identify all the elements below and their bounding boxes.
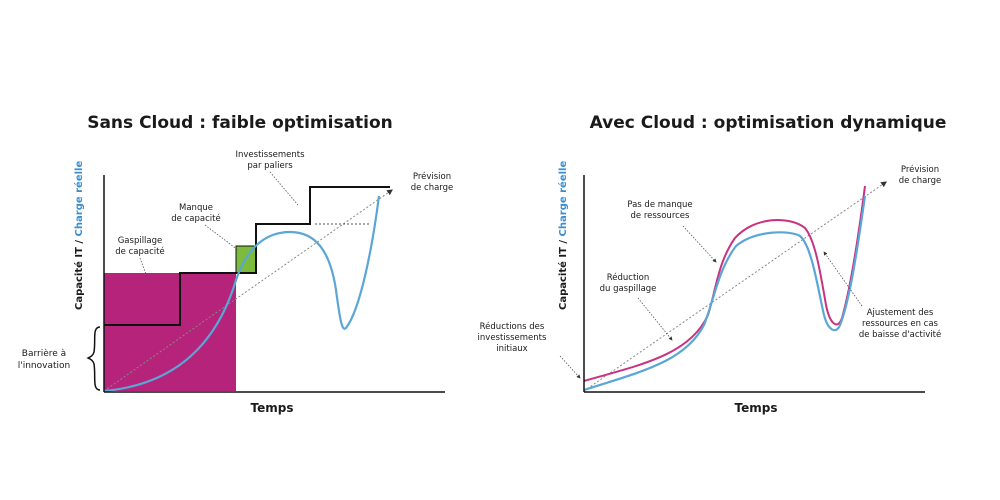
investissements-pointer [269,171,299,206]
left-y-label-part1: Capacité IT / [73,236,85,310]
right-prevision-line2: de charge [899,176,942,186]
barriere-brace [86,326,101,391]
right-forecast-line [583,181,887,392]
right-y-label-part2: Charge réelle [557,161,569,237]
reduction-line1: Réduction [607,272,650,283]
investissements-line1: Investissements [235,150,305,160]
left-x-label: Temps [251,401,294,415]
reductions-inv-line1: Réductions des [480,321,545,332]
left-y-label-part2: Charge réelle [73,161,85,237]
waste-area [104,273,236,391]
left-panel: Sans Cloud : faible optimisation Capacit… [18,113,454,415]
gaspillage-line2: de capacité [115,246,164,257]
barriere-line1: Barrière à [22,348,66,359]
manque-line1: Manque [179,203,213,213]
real-load-curve [103,195,381,393]
investissements-line2: par paliers [247,161,293,171]
pas-manque-line1: Pas de manque [627,200,692,210]
right-y-label-part1: Capacité IT / [557,236,569,310]
capacity-steps [104,186,390,326]
ajustement-line3: de baisse d'activité [859,329,941,340]
pas-manque-pointer [682,225,717,263]
right-title: Avec Cloud : optimisation dynamique [590,113,947,133]
ajustement-pointer [823,251,863,307]
right-prevision-line1: Prévision [901,164,939,175]
left-y-label: Capacité IT / Charge réelle [73,161,85,310]
reductions-inv-line2: investissements [478,333,547,343]
manque-line2: de capacité [171,213,220,224]
barriere-line2: l'innovation [18,361,70,371]
reductions-inv-line3: initiaux [496,344,527,354]
right-y-label: Capacité IT / Charge réelle [557,161,569,310]
ajustement-line1: Ajustement des [867,308,934,318]
reduction-line2: du gaspillage [600,284,657,294]
left-prevision-line2: de charge [411,183,454,193]
left-prevision-line1: Prévision [413,171,451,182]
right-panel: Avec Cloud : optimisation dynamique Capa… [478,113,947,415]
manque-pointer [204,224,239,251]
left-title: Sans Cloud : faible optimisation [87,113,393,133]
ajustement-line2: ressources en cas [862,319,939,329]
pas-manque-line2: de ressources [631,211,691,221]
reductions-inv-pointer [559,355,581,379]
reduction-pointer [637,297,673,341]
right-x-label: Temps [735,401,778,415]
gaspillage-line1: Gaspillage [118,236,163,246]
cloud-real-load-curve [583,195,867,392]
